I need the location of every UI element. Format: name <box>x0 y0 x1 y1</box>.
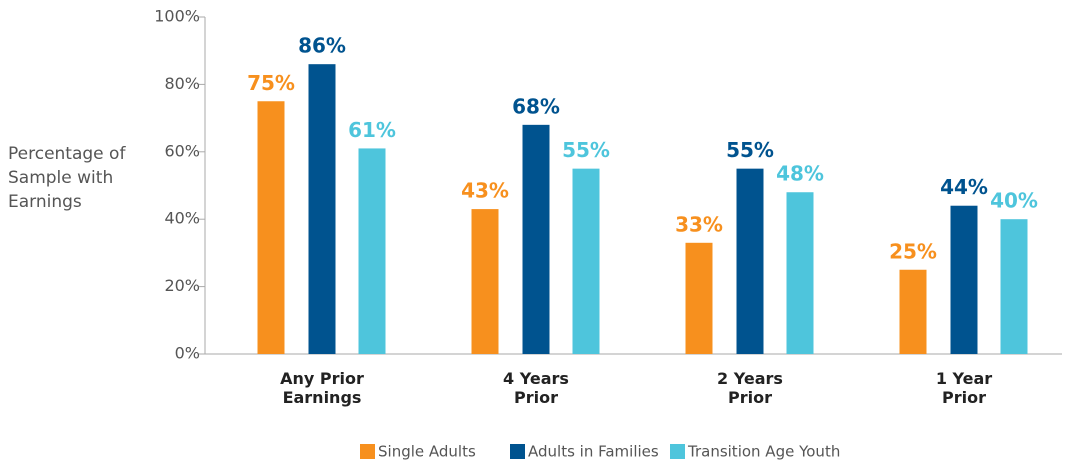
data-label: 61% <box>348 118 396 142</box>
legend-swatch <box>510 444 525 459</box>
data-label: 44% <box>940 175 988 199</box>
x-tick-label: 4 Years Prior <box>503 369 569 407</box>
bar <box>572 168 600 354</box>
y-tick-label: 40% <box>164 209 200 228</box>
data-label: 40% <box>990 189 1038 213</box>
data-label: 55% <box>726 138 774 162</box>
bar <box>308 64 336 355</box>
y-axis-label: Percentage of Sample with Earnings <box>8 144 126 212</box>
bar <box>358 148 386 354</box>
data-label: 33% <box>675 212 723 236</box>
bar <box>471 209 499 354</box>
bar <box>1000 219 1028 354</box>
legend-label: Single Adults <box>378 443 476 461</box>
bar <box>257 101 285 354</box>
y-tick-label: 20% <box>164 276 200 295</box>
x-tick-label: Any Prior Earnings <box>280 369 364 407</box>
bar <box>950 205 978 354</box>
x-tick-label: 2 Years Prior <box>717 369 783 407</box>
y-tick-label: 60% <box>164 141 200 160</box>
data-label: 48% <box>776 162 824 186</box>
y-tick-label: 100% <box>154 7 200 26</box>
bar <box>685 242 713 354</box>
data-label: 25% <box>889 239 937 263</box>
bar <box>522 124 550 354</box>
legend-label: Transition Age Youth <box>687 443 840 461</box>
data-label: 55% <box>562 138 610 162</box>
data-label: 43% <box>461 179 509 203</box>
x-tick-label: 1 Year Prior <box>935 369 993 407</box>
data-label: 86% <box>298 34 346 58</box>
legend-label: Adults in Families <box>528 443 659 461</box>
bar <box>786 192 814 354</box>
bar <box>899 269 927 354</box>
y-tick-label: 80% <box>164 74 200 93</box>
y-tick-label: 0% <box>175 344 200 363</box>
data-label: 68% <box>512 94 560 118</box>
bar <box>736 168 764 354</box>
legend-swatch <box>670 444 685 459</box>
data-label: 75% <box>247 71 295 95</box>
legend-swatch <box>360 444 375 459</box>
